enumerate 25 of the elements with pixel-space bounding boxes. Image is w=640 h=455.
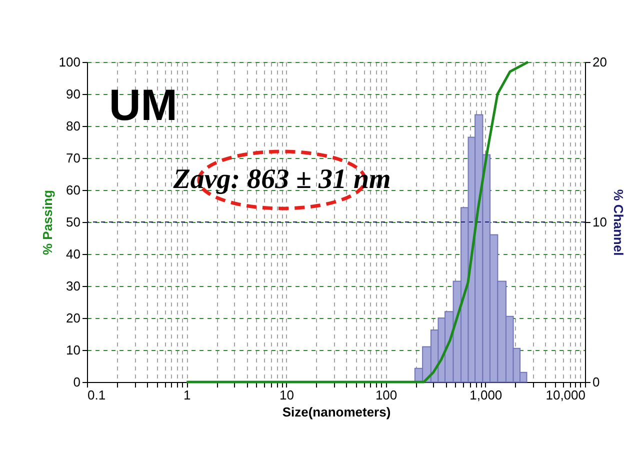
annotation: Zavg: 863 ± 31 nm xyxy=(172,164,391,195)
y-axis-title: % Passing xyxy=(40,190,55,256)
y-tick-label: 90 xyxy=(66,86,80,102)
x-tick-label: 1 xyxy=(183,388,191,402)
y-tick-label: 70 xyxy=(66,150,80,166)
y2-tick-label: 0 xyxy=(592,374,600,390)
x-tick-label: 10 xyxy=(279,388,294,402)
y-tick-label: 40 xyxy=(66,246,80,262)
x-tick-label: 100 xyxy=(375,388,398,402)
y-tick-label: 50 xyxy=(66,214,80,230)
x-axis-title: Size(nanometers) xyxy=(282,404,391,420)
x-tick-label: 1,000 xyxy=(470,388,502,402)
y-tick-label: 0 xyxy=(73,374,80,390)
y-tick-label: 60 xyxy=(66,182,80,198)
y-tick-label: 10 xyxy=(66,342,80,358)
annotation: UM xyxy=(109,81,178,130)
y2-tick-label: 20 xyxy=(592,54,607,70)
y-tick-label: 100 xyxy=(58,54,80,70)
y2-axis-title: % Channel xyxy=(610,189,626,256)
y-tick-label: 30 xyxy=(66,278,80,294)
x-tick-label: 10,000 xyxy=(546,388,586,402)
y2-tick-label: 10 xyxy=(592,214,607,230)
y-tick-label: 80 xyxy=(66,118,80,134)
y-tick-label: 20 xyxy=(66,310,80,326)
x-tick-label: 0.1 xyxy=(88,388,106,402)
